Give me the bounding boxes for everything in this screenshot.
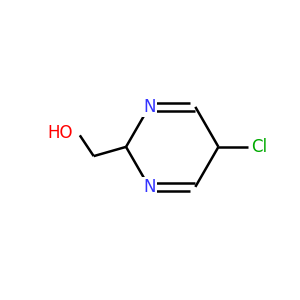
Text: N: N	[143, 178, 155, 196]
Text: Cl: Cl	[251, 138, 267, 156]
Text: N: N	[143, 98, 155, 116]
Text: HO: HO	[47, 124, 73, 142]
